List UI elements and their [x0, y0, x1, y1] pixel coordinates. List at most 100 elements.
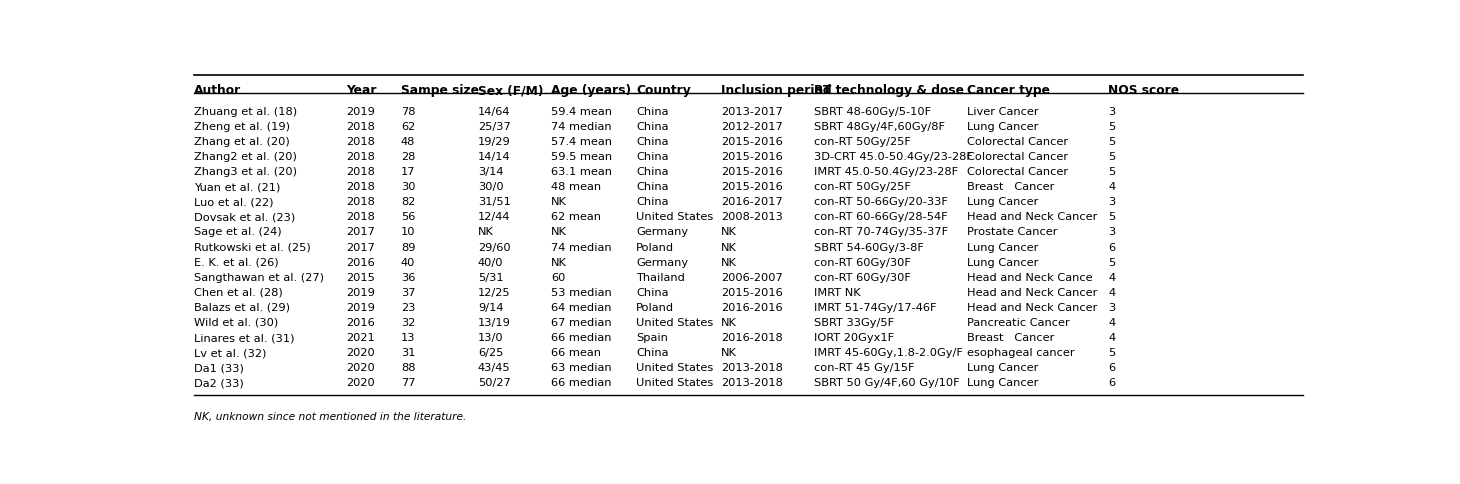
Text: United States: United States	[637, 318, 714, 328]
Text: 63.1 mean: 63.1 mean	[552, 167, 612, 177]
Text: Inclusion period: Inclusion period	[721, 84, 832, 97]
Text: United States: United States	[637, 378, 714, 388]
Text: China: China	[637, 107, 669, 117]
Text: 2020: 2020	[346, 378, 375, 388]
Text: Cancer type: Cancer type	[967, 84, 1050, 97]
Text: 3: 3	[1108, 197, 1115, 207]
Text: Spain: Spain	[637, 333, 669, 343]
Text: SBRT 33Gy/5F: SBRT 33Gy/5F	[813, 318, 894, 328]
Text: 2017: 2017	[346, 242, 375, 253]
Text: 74 median: 74 median	[552, 242, 612, 253]
Text: 62: 62	[402, 122, 415, 132]
Text: 2008-2013: 2008-2013	[721, 212, 783, 222]
Text: Lv et al. (32): Lv et al. (32)	[194, 348, 266, 358]
Text: 2016: 2016	[346, 257, 375, 268]
Text: Breast   Cancer: Breast Cancer	[967, 182, 1054, 192]
Text: 2015-2016: 2015-2016	[721, 182, 783, 192]
Text: 2020: 2020	[346, 363, 375, 373]
Text: Poland: Poland	[637, 242, 675, 253]
Text: Age (years): Age (years)	[552, 84, 631, 97]
Text: 19/29: 19/29	[477, 137, 511, 147]
Text: Rutkowski et al. (25): Rutkowski et al. (25)	[194, 242, 311, 253]
Text: 5: 5	[1108, 167, 1115, 177]
Text: con-RT 50-66Gy/20-33F: con-RT 50-66Gy/20-33F	[813, 197, 948, 207]
Text: 2016-2018: 2016-2018	[721, 333, 783, 343]
Text: 2016: 2016	[346, 318, 375, 328]
Text: 40/0: 40/0	[477, 257, 504, 268]
Text: Luo et al. (22): Luo et al. (22)	[194, 197, 273, 207]
Text: 66 mean: 66 mean	[552, 348, 602, 358]
Text: Wild et al. (30): Wild et al. (30)	[194, 318, 277, 328]
Text: 48 mean: 48 mean	[552, 182, 602, 192]
Text: 40: 40	[402, 257, 415, 268]
Text: China: China	[637, 197, 669, 207]
Text: 3: 3	[1108, 107, 1115, 117]
Text: Prostate Cancer: Prostate Cancer	[967, 227, 1057, 238]
Text: IMRT NK: IMRT NK	[813, 288, 860, 298]
Text: 2006-2007: 2006-2007	[721, 272, 783, 283]
Text: 56: 56	[402, 212, 415, 222]
Text: Head and Neck Cance: Head and Neck Cance	[967, 272, 1092, 283]
Text: 9/14: 9/14	[477, 303, 504, 313]
Text: China: China	[637, 348, 669, 358]
Text: 5: 5	[1108, 257, 1115, 268]
Text: Colorectal Cancer: Colorectal Cancer	[967, 137, 1067, 147]
Text: NK: NK	[552, 197, 568, 207]
Text: 2016-2016: 2016-2016	[721, 303, 783, 313]
Text: 6: 6	[1108, 378, 1115, 388]
Text: 57.4 mean: 57.4 mean	[552, 137, 612, 147]
Text: 2018: 2018	[346, 182, 375, 192]
Text: Country: Country	[637, 84, 691, 97]
Text: 2019: 2019	[346, 288, 375, 298]
Text: Dovsak et al. (23): Dovsak et al. (23)	[194, 212, 295, 222]
Text: con-RT 60Gy/30F: con-RT 60Gy/30F	[813, 272, 911, 283]
Text: 32: 32	[402, 318, 415, 328]
Text: Lung Cancer: Lung Cancer	[967, 197, 1038, 207]
Text: Balazs et al. (29): Balazs et al. (29)	[194, 303, 291, 313]
Text: NK: NK	[477, 227, 493, 238]
Text: NK: NK	[552, 227, 568, 238]
Text: 78: 78	[402, 107, 416, 117]
Text: 2013-2018: 2013-2018	[721, 378, 783, 388]
Text: 2015-2016: 2015-2016	[721, 288, 783, 298]
Text: NK, unknown since not mentioned in the literature.: NK, unknown since not mentioned in the l…	[194, 412, 466, 422]
Text: 62 mean: 62 mean	[552, 212, 602, 222]
Text: 74 median: 74 median	[552, 122, 612, 132]
Text: 30/0: 30/0	[477, 182, 504, 192]
Text: 66 median: 66 median	[552, 378, 612, 388]
Text: NK: NK	[721, 348, 737, 358]
Text: Lung Cancer: Lung Cancer	[967, 378, 1038, 388]
Text: 6/25: 6/25	[477, 348, 504, 358]
Text: 13/0: 13/0	[477, 333, 504, 343]
Text: Zheng et al. (19): Zheng et al. (19)	[194, 122, 291, 132]
Text: China: China	[637, 122, 669, 132]
Text: con-RT 70-74Gy/35-37F: con-RT 70-74Gy/35-37F	[813, 227, 948, 238]
Text: 5: 5	[1108, 348, 1115, 358]
Text: Poland: Poland	[637, 303, 675, 313]
Text: 59.4 mean: 59.4 mean	[552, 107, 612, 117]
Text: Year: Year	[346, 84, 377, 97]
Text: 89: 89	[402, 242, 416, 253]
Text: Germany: Germany	[637, 257, 688, 268]
Text: 2015-2016: 2015-2016	[721, 152, 783, 162]
Text: 4: 4	[1108, 182, 1115, 192]
Text: 2020: 2020	[346, 348, 375, 358]
Text: Lung Cancer: Lung Cancer	[967, 242, 1038, 253]
Text: 4: 4	[1108, 333, 1115, 343]
Text: Lung Cancer: Lung Cancer	[967, 363, 1038, 373]
Text: 48: 48	[402, 137, 415, 147]
Text: Zhang et al. (20): Zhang et al. (20)	[194, 137, 289, 147]
Text: SBRT 48Gy/4F,60Gy/8F: SBRT 48Gy/4F,60Gy/8F	[813, 122, 945, 132]
Text: 3D-CRT 45.0-50.4Gy/23-28F: 3D-CRT 45.0-50.4Gy/23-28F	[813, 152, 972, 162]
Text: NK: NK	[721, 257, 737, 268]
Text: 30: 30	[402, 182, 416, 192]
Text: 2018: 2018	[346, 122, 375, 132]
Text: Germany: Germany	[637, 227, 688, 238]
Text: China: China	[637, 288, 669, 298]
Text: IORT 20Gyx1F: IORT 20Gyx1F	[813, 333, 894, 343]
Text: 63 median: 63 median	[552, 363, 612, 373]
Text: 13/19: 13/19	[477, 318, 511, 328]
Text: China: China	[637, 152, 669, 162]
Text: con-RT 50Gy/25F: con-RT 50Gy/25F	[813, 182, 911, 192]
Text: 2012-2017: 2012-2017	[721, 122, 783, 132]
